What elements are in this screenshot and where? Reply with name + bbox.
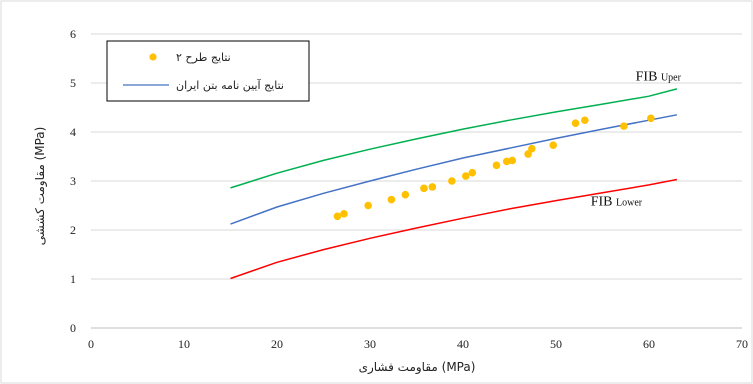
svg-text:FIB Lower: FIB Lower xyxy=(591,195,643,210)
legend-label-code: نتایج آیین نامه بتن ایران xyxy=(176,78,284,92)
series-line-2 xyxy=(230,114,678,225)
data-point xyxy=(340,210,348,218)
x-tick-label: 10 xyxy=(178,337,190,351)
svg-text:FIB Uper: FIB Uper xyxy=(636,70,682,85)
data-point xyxy=(571,119,580,127)
data-point xyxy=(492,161,501,170)
data-point xyxy=(401,190,410,199)
legend-box xyxy=(106,40,310,102)
data-point xyxy=(528,144,536,153)
x-axis-label: مقاومت فشاری (MPa) xyxy=(359,360,476,375)
y-tick-label: 6 xyxy=(70,27,76,41)
x-tick-label: 20 xyxy=(271,337,283,351)
annotation-fib-lower: FIB Lower xyxy=(591,195,643,210)
data-point xyxy=(428,183,437,191)
data-point xyxy=(387,195,396,204)
data-point xyxy=(581,116,589,125)
x-tick-label: 0 xyxy=(88,337,94,351)
legend-label-project: نتایج طرح ۲ xyxy=(176,51,231,64)
y-tick-label: 1 xyxy=(70,272,76,286)
data-point xyxy=(620,122,628,130)
y-tick-label: 2 xyxy=(70,223,76,237)
x-tick-label: 70 xyxy=(736,337,748,351)
annotation-fib-upper: FIB Uper xyxy=(636,70,682,85)
data-point xyxy=(549,141,558,150)
data-point xyxy=(448,177,456,185)
data-point xyxy=(508,156,517,165)
y-tick-label: 0 xyxy=(70,321,76,335)
data-point xyxy=(461,172,470,180)
y-tick-label: 4 xyxy=(70,125,76,139)
x-tick-label: 40 xyxy=(457,337,469,351)
y-tick-label: 3 xyxy=(70,174,76,188)
data-point xyxy=(647,114,655,123)
y-axis-label: مقاومت کششی (MPa) xyxy=(33,127,48,246)
y-tick-label: 5 xyxy=(70,76,76,90)
legend-marker-dot xyxy=(149,53,157,61)
data-point xyxy=(468,168,477,177)
legend: نتایج طرح ۲ نتایج آیین نامه بتن ایران xyxy=(106,40,310,102)
x-tick-label: 60 xyxy=(643,337,655,351)
data-point xyxy=(333,212,342,221)
data-point xyxy=(524,150,532,158)
data-point xyxy=(420,184,428,193)
series-line-1 xyxy=(230,88,678,189)
x-tick-label: 50 xyxy=(550,337,562,351)
series-line-3 xyxy=(230,178,678,280)
x-tick-label: 30 xyxy=(364,337,376,351)
data-point xyxy=(364,201,372,210)
